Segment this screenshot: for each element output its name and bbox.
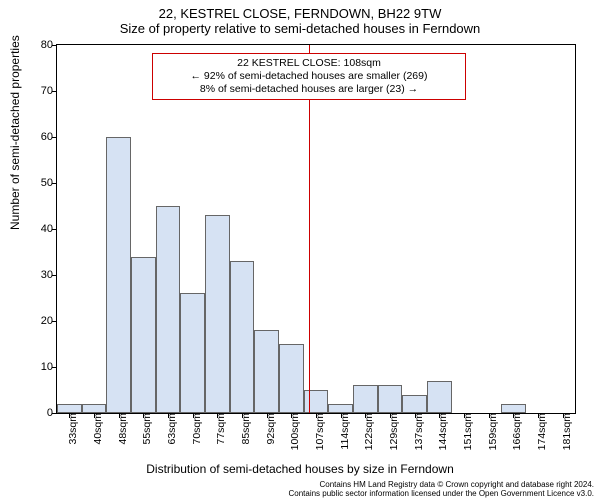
x-axis-label: Distribution of semi-detached houses by …: [0, 462, 600, 476]
x-tick-label: 107sqm: [314, 413, 326, 450]
y-tick-label: 80: [27, 39, 53, 51]
histogram-bar: [156, 206, 181, 413]
y-tick-label: 20: [27, 315, 53, 327]
x-tick-label: 100sqm: [289, 413, 301, 450]
x-tick-label: 181sqm: [561, 413, 573, 450]
x-tick-label: 33sqm: [67, 413, 79, 445]
x-tick-label: 48sqm: [117, 413, 129, 445]
annotation-box: 22 KESTREL CLOSE: 108sqm ← 92% of semi-d…: [152, 53, 466, 100]
histogram-bar: [353, 385, 378, 413]
x-tick-label: 159sqm: [487, 413, 499, 450]
y-tick-mark: [52, 45, 57, 46]
histogram-bar: [106, 137, 131, 413]
x-tick-label: 85sqm: [240, 413, 252, 445]
histogram-bar: [501, 404, 526, 413]
histogram-bar: [180, 293, 205, 413]
y-tick-label: 50: [27, 177, 53, 189]
y-tick-label: 60: [27, 131, 53, 143]
x-tick-label: 166sqm: [511, 413, 523, 450]
y-tick-mark: [52, 183, 57, 184]
annotation-line1: 22 KESTREL CLOSE: 108sqm: [159, 57, 459, 70]
histogram-bar: [131, 257, 156, 413]
y-tick-mark: [52, 275, 57, 276]
footer-line2: Contains public sector information licen…: [0, 489, 594, 498]
y-tick-label: 30: [27, 269, 53, 281]
y-tick-mark: [52, 413, 57, 414]
y-tick-mark: [52, 321, 57, 322]
y-tick-mark: [52, 137, 57, 138]
y-tick-mark: [52, 91, 57, 92]
y-tick-label: 10: [27, 361, 53, 373]
histogram-bar: [254, 330, 279, 413]
x-tick-label: 174sqm: [536, 413, 548, 450]
x-tick-label: 55sqm: [141, 413, 153, 445]
x-tick-label: 114sqm: [339, 413, 351, 450]
x-tick-label: 122sqm: [363, 413, 375, 450]
chart-title-line1: 22, KESTREL CLOSE, FERNDOWN, BH22 9TW: [0, 0, 600, 21]
footer-attribution: Contains HM Land Registry data © Crown c…: [0, 480, 594, 498]
chart-title-line2: Size of property relative to semi-detach…: [0, 21, 600, 36]
x-tick-label: 70sqm: [191, 413, 203, 445]
histogram-bar: [427, 381, 452, 413]
annotation-line2: ← 92% of semi-detached houses are smalle…: [159, 70, 459, 83]
x-tick-label: 40sqm: [92, 413, 104, 445]
x-tick-label: 129sqm: [388, 413, 400, 450]
y-axis-label: Number of semi-detached properties: [8, 35, 22, 230]
x-tick-label: 144sqm: [437, 413, 449, 450]
histogram-bar: [279, 344, 304, 413]
y-tick-label: 0: [27, 407, 53, 419]
x-tick-label: 77sqm: [215, 413, 227, 445]
x-tick-label: 151sqm: [462, 413, 474, 450]
y-tick-mark: [52, 229, 57, 230]
y-tick-label: 40: [27, 223, 53, 235]
y-tick-label: 70: [27, 85, 53, 97]
annotation-line3: 8% of semi-detached houses are larger (2…: [159, 83, 459, 96]
histogram-bar: [402, 395, 427, 413]
x-tick-label: 63sqm: [166, 413, 178, 445]
y-tick-mark: [52, 367, 57, 368]
chart-plot-area: 01020304050607080 33sqm40sqm48sqm55sqm63…: [56, 44, 576, 414]
x-tick-label: 137sqm: [413, 413, 425, 450]
histogram-bar: [205, 215, 230, 413]
histogram-bar: [304, 390, 329, 413]
histogram-bar: [378, 385, 403, 413]
x-tick-label: 92sqm: [265, 413, 277, 445]
histogram-bar: [230, 261, 255, 413]
footer-line1: Contains HM Land Registry data © Crown c…: [0, 480, 594, 489]
